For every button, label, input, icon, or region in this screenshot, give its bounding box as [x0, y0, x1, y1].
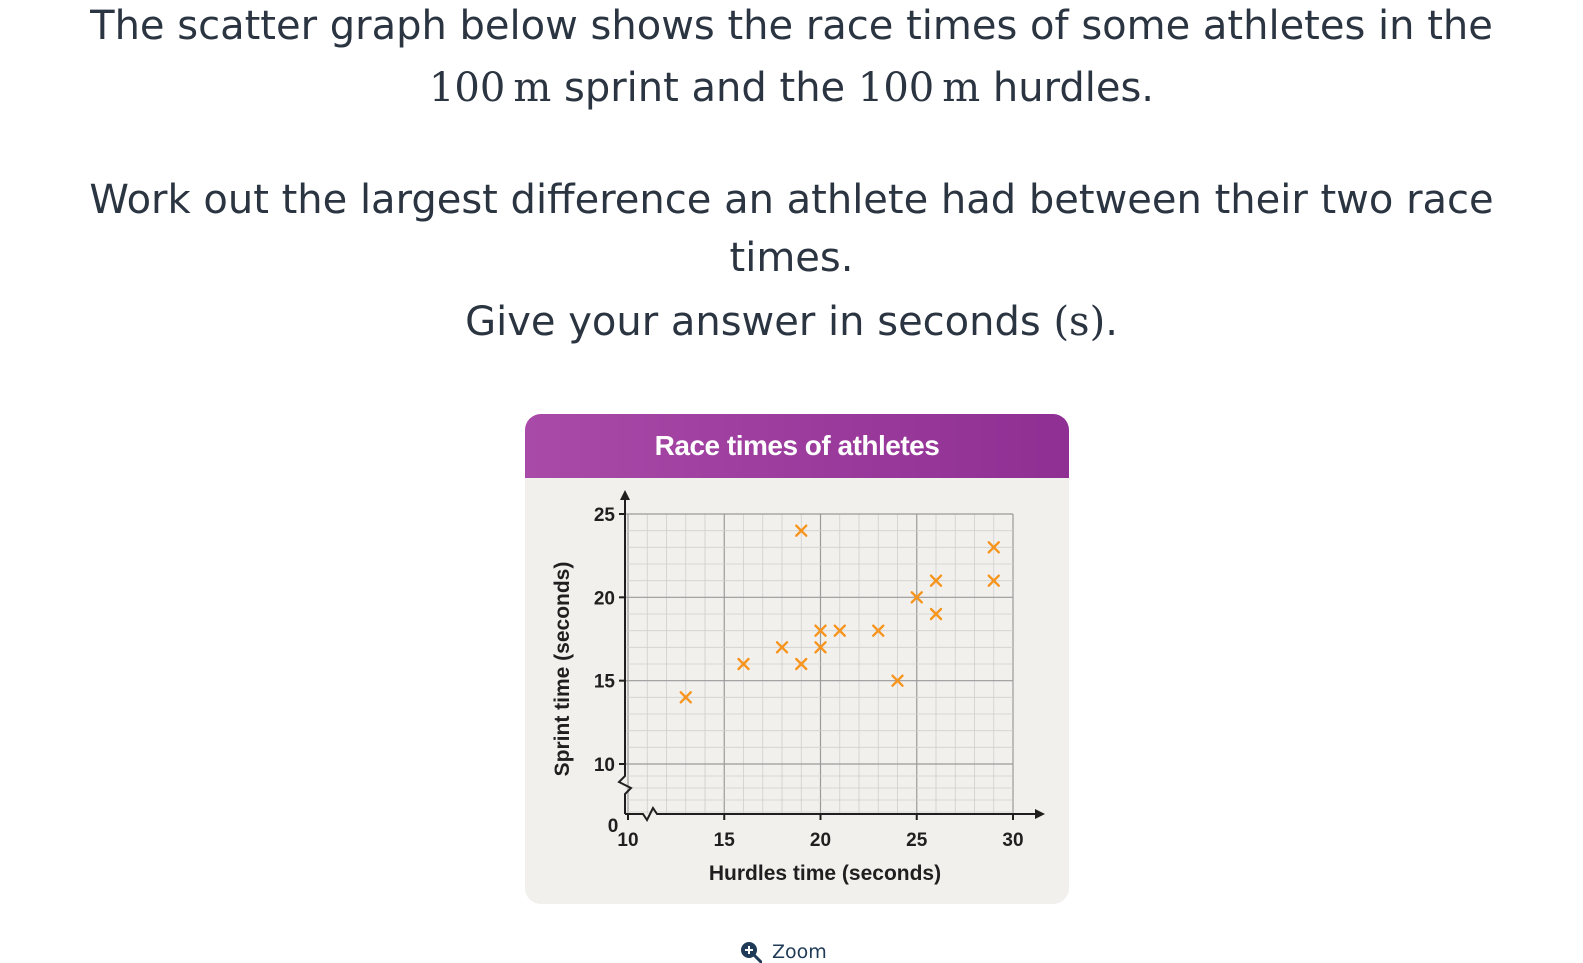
scatter-chart: 10 15 20 25 10 15 20 25 30 0 Hurdles time (seconds…: [551, 490, 1045, 885]
y-tick-label: 15: [594, 672, 616, 693]
data-point: [795, 524, 808, 537]
data-point: [737, 657, 750, 671]
data-point: [891, 674, 904, 687]
data-point: [910, 591, 923, 604]
x-tick-label: 20: [810, 830, 831, 851]
sprint-distance-number: 100: [428, 65, 506, 111]
x-tick-label: 10: [617, 830, 638, 851]
hurdles-distance-number: 100: [857, 65, 935, 111]
question-line-3: Work out the largest difference an athle…: [89, 177, 1494, 223]
x-axis-label: Hurdles time (seconds): [709, 862, 941, 885]
seconds-unit: (s): [1053, 299, 1106, 345]
x-tick-label: 30: [1002, 830, 1023, 851]
y-tick-label: 20: [594, 588, 615, 609]
data-point: [929, 574, 943, 587]
question-line-5-end: .: [1105, 299, 1118, 345]
data-point: [795, 657, 808, 671]
x-axis-arrow: [1035, 809, 1045, 819]
zoom-label: Zoom: [772, 941, 827, 963]
question-line-5: Give your answer in seconds (s).: [0, 298, 1583, 346]
data-point: [833, 624, 846, 637]
y-axis-label: Sprint time (seconds): [551, 562, 574, 777]
question-line-5-text: Give your answer in seconds: [465, 299, 1054, 345]
x-tick-label: 15: [714, 830, 736, 851]
chart-header: Race times of athletes: [525, 414, 1069, 478]
chart-title: Race times of athletes: [654, 430, 940, 461]
x-tick-label: 25: [906, 830, 928, 851]
question-line-2: 100 m sprint and the 100 m hurdles.: [0, 64, 1583, 112]
y-axis: [617, 496, 633, 814]
y-tick-label: 25: [594, 505, 616, 526]
origin-label: 0: [608, 816, 619, 837]
question-line-1: The scatter graph below shows the race t…: [90, 3, 1493, 49]
hurdles-distance-unit: m: [942, 65, 981, 111]
data-point: [814, 641, 827, 654]
y-tick-label: 10: [594, 755, 615, 776]
x-axis: [625, 806, 1039, 822]
zoom-button[interactable]: Zoom: [740, 941, 827, 963]
data-point: [987, 541, 1000, 554]
chart-card: Race times of athletes 10 15 20 25 10 15 20 25 3…: [525, 414, 1069, 904]
data-point: [679, 691, 692, 704]
question-line-2-end: hurdles.: [980, 65, 1154, 111]
data-point: [929, 607, 943, 621]
zoom-in-icon: [741, 942, 762, 963]
question-line-2-middle: sprint and the: [551, 65, 858, 111]
sprint-distance-unit: m: [513, 65, 552, 111]
data-point: [872, 624, 885, 637]
question-line-4: times.: [729, 235, 854, 281]
y-axis-arrow: [620, 490, 630, 500]
data-point: [814, 624, 827, 637]
data-point: [987, 574, 1000, 587]
data-point: [775, 641, 789, 654]
